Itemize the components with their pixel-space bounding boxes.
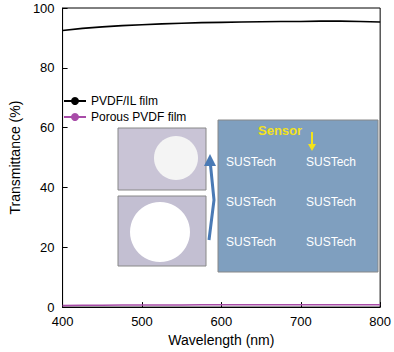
svg-text:600: 600 — [211, 314, 233, 329]
svg-text:Transmittance (%): Transmittance (%) — [7, 101, 23, 215]
svg-text:800: 800 — [369, 314, 391, 329]
svg-text:Wavelength (nm): Wavelength (nm) — [168, 332, 274, 348]
svg-text:100: 100 — [33, 1, 55, 16]
svg-text:SUSTech: SUSTech — [306, 195, 356, 209]
svg-text:SUSTech: SUSTech — [226, 195, 276, 209]
svg-text:0: 0 — [47, 300, 54, 315]
svg-text:40: 40 — [40, 180, 54, 195]
svg-text:60: 60 — [40, 120, 54, 135]
svg-text:80: 80 — [40, 60, 54, 75]
svg-text:SUSTech: SUSTech — [226, 155, 276, 169]
svg-text:400: 400 — [52, 314, 74, 329]
svg-text:700: 700 — [290, 314, 312, 329]
svg-text:20: 20 — [40, 240, 54, 255]
svg-text:500: 500 — [131, 314, 153, 329]
svg-text:PVDF/IL film: PVDF/IL film — [91, 94, 158, 108]
svg-text:SUSTech: SUSTech — [306, 155, 356, 169]
svg-text:SUSTech: SUSTech — [226, 235, 276, 249]
svg-text:SUSTech: SUSTech — [306, 235, 356, 249]
svg-text:Porous PVDF film: Porous PVDF film — [91, 110, 186, 124]
svg-text:Sensor: Sensor — [258, 123, 302, 138]
